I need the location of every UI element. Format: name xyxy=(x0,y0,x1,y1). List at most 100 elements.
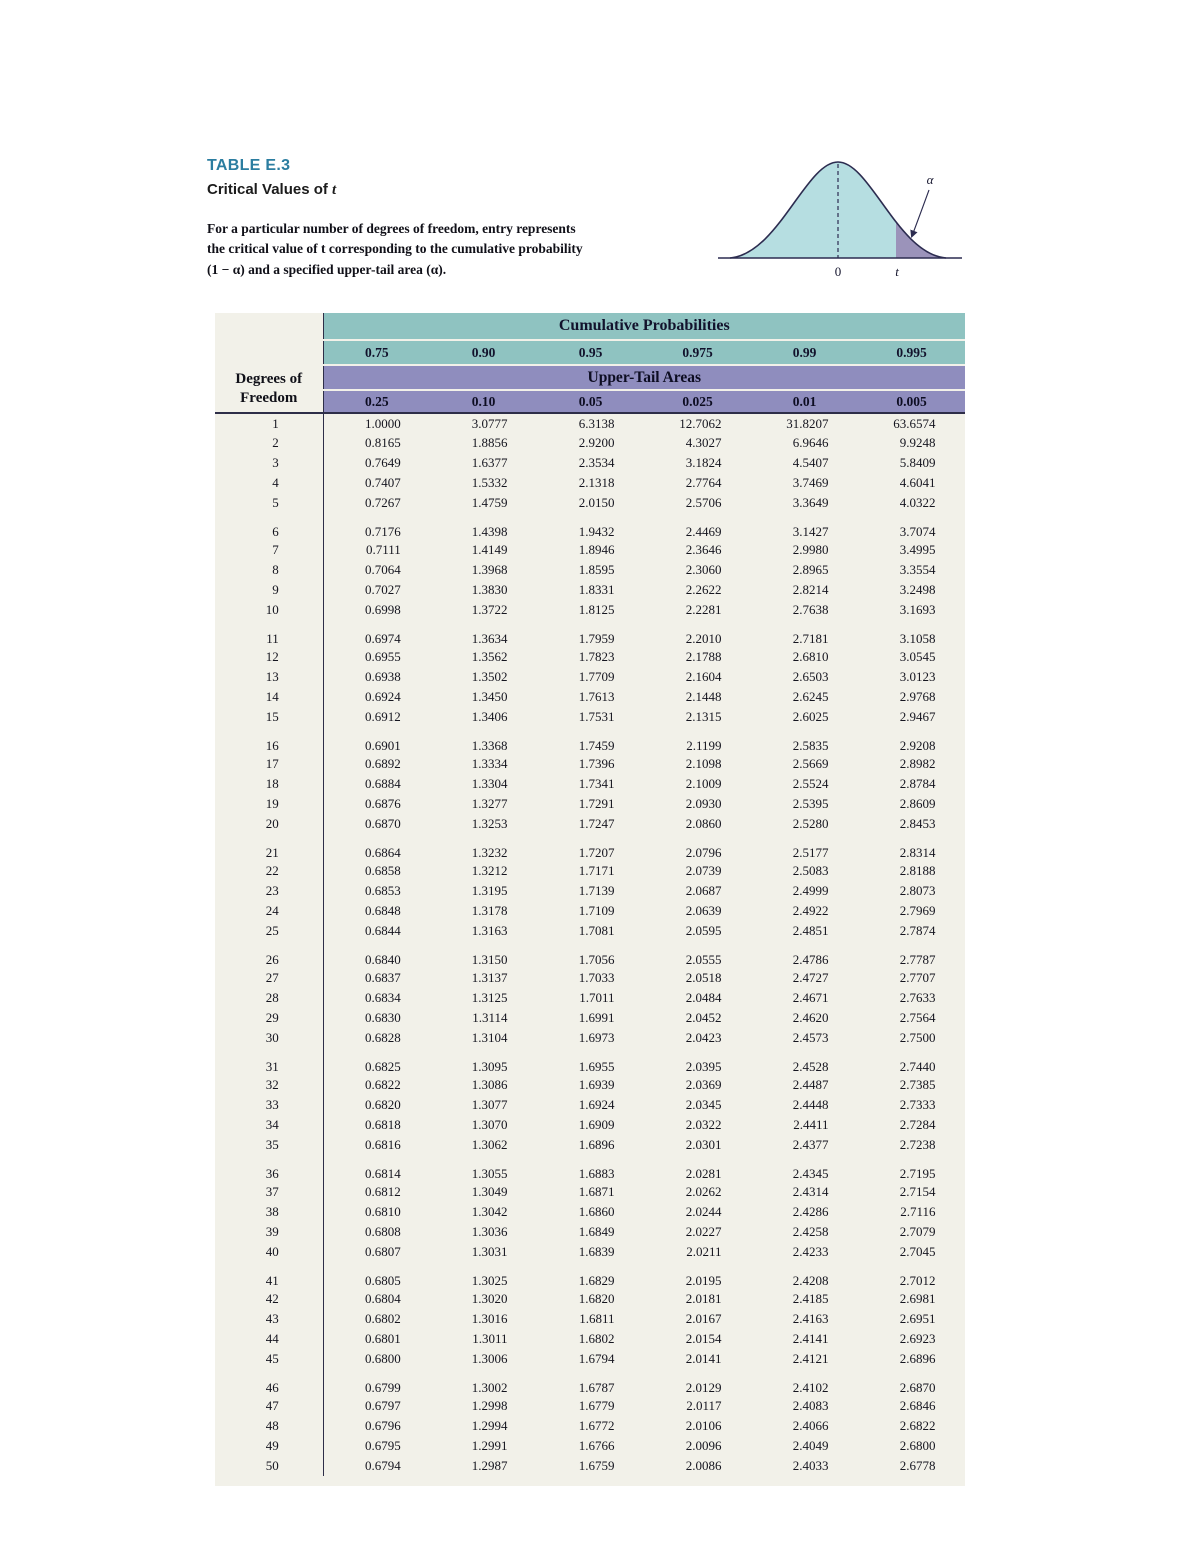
table-row: 9 0.7027 1.3830 1.8331 2.2622 2.8214 3.2498 xyxy=(215,580,965,600)
t-value-cell: 1.6829 xyxy=(578,1273,615,1288)
upper-tail-value-header: 0.05 xyxy=(537,390,644,414)
t-value-cell: 2.0739 xyxy=(685,863,722,878)
alpha-label: α xyxy=(927,172,935,187)
t-value-cell: 2.7116 xyxy=(900,1204,936,1219)
df-cell: 4 xyxy=(215,473,324,493)
t-value-cell: 0.6938 xyxy=(365,669,401,684)
df-cell: 20 xyxy=(215,814,324,834)
df-cell: 23 xyxy=(215,881,324,901)
table-row: 3 0.7649 1.6377 2.3534 3.1824 4.5407 5.8409 xyxy=(215,453,965,473)
upper-tail-areas-header: Upper-Tail Areas xyxy=(323,365,966,391)
t-value-cell: 0.6844 xyxy=(365,923,401,938)
table-row: 19 0.6876 1.3277 1.7291 2.0930 2.5395 2.8609 xyxy=(215,794,965,814)
t-value-cell: 1.3150 xyxy=(471,952,508,967)
upper-tail-value-header: 0.005 xyxy=(858,390,966,414)
cumulative-value-header: 0.99 xyxy=(751,340,858,366)
t-value-cell: 2.5083 xyxy=(792,863,829,878)
t-value-cell: 2.4999 xyxy=(792,883,829,898)
table-row: 33 0.6820 1.3077 1.6924 2.0345 2.4448 2.7333 xyxy=(215,1095,965,1115)
t-value-cell: 2.4314 xyxy=(792,1184,829,1199)
df-cell: 18 xyxy=(215,774,324,794)
cumulative-probabilities-header: Cumulative Probabilities xyxy=(323,313,966,341)
t-value-cell: 2.0195 xyxy=(685,1273,722,1288)
t-value-cell: 1.3406 xyxy=(471,709,508,724)
t-value-cell: 1.3114 xyxy=(472,1010,508,1025)
df-cell: 47 xyxy=(215,1396,324,1416)
t-value-cell: 2.1788 xyxy=(685,649,722,664)
table-row: 8 0.7064 1.3968 1.8595 2.3060 2.8965 3.3554 xyxy=(215,560,965,580)
t-value-cell: 1.3178 xyxy=(471,903,508,918)
t-value-cell: 2.4620 xyxy=(792,1010,829,1025)
table-row: 50 0.6794 1.2987 1.6759 2.0086 2.4033 2.6778 xyxy=(215,1456,965,1476)
t-value-cell: 1.3002 xyxy=(471,1380,508,1395)
t-value-cell: 1.3968 xyxy=(471,562,508,577)
t-value-cell: 1.7396 xyxy=(578,756,615,771)
t-value-cell: 2.2622 xyxy=(685,582,722,597)
table-row: 42 0.6804 1.3020 1.6820 2.0181 2.4185 2.6981 xyxy=(215,1289,965,1309)
t-value-cell: 2.0227 xyxy=(685,1224,722,1239)
t-value-cell: 2.0345 xyxy=(685,1097,722,1112)
t-value-cell: 1.6896 xyxy=(578,1137,615,1152)
table-row: 38 0.6810 1.3042 1.6860 2.0244 2.4286 2.7116 xyxy=(215,1202,965,1222)
df-cell: 37 xyxy=(215,1182,324,1202)
t-value-cell: 2.5835 xyxy=(792,738,829,753)
t-value-cell: 0.6795 xyxy=(365,1438,401,1453)
t-value-cell: 0.7176 xyxy=(365,524,401,539)
df-cell: 1 xyxy=(215,413,324,433)
t-value-cell: 2.8314 xyxy=(899,845,936,860)
t-value-cell: 1.3253 xyxy=(471,816,508,831)
t-value-cell: 0.6901 xyxy=(365,738,401,753)
t-value-cell: 1.7459 xyxy=(578,738,615,753)
t-value-cell: 1.3634 xyxy=(471,631,508,646)
t-value-cell: 0.6797 xyxy=(365,1398,401,1413)
t-value-cell: 1.7709 xyxy=(578,669,615,684)
t-value-cell: 3.3554 xyxy=(899,562,936,577)
table-row: 18 0.6884 1.3304 1.7341 2.1009 2.5524 2.8784 xyxy=(215,774,965,794)
t-value-cell: 2.2010 xyxy=(685,631,722,646)
t-value-cell: 2.0595 xyxy=(685,923,722,938)
t-value-cell: 2.4141 xyxy=(792,1331,829,1346)
t-value-cell: 2.1315 xyxy=(685,709,722,724)
t-value-cell: 1.8946 xyxy=(578,542,615,557)
t-value-cell: 1.8331 xyxy=(578,582,615,597)
t-value-cell: 1.3062 xyxy=(471,1137,508,1152)
t-value-cell: 1.6794 xyxy=(578,1351,615,1366)
t-value-cell: 2.6822 xyxy=(899,1418,936,1433)
t-value-cell: 1.6860 xyxy=(578,1204,615,1219)
t-value-cell: 1.3502 xyxy=(471,669,508,684)
t-value-cell: 2.4345 xyxy=(792,1166,829,1181)
t-value-cell: 1.6811 xyxy=(579,1311,615,1326)
table-row: 40 0.6807 1.3031 1.6839 2.0211 2.4233 2.7045 xyxy=(215,1242,965,1262)
description-line: (1 − α) and a specified upper-tail area … xyxy=(207,261,447,277)
t-value-cell: 1.3011 xyxy=(472,1331,508,1346)
upper-tail-value-header: 0.025 xyxy=(644,390,751,414)
t-value-cell: 2.7012 xyxy=(899,1273,936,1288)
cumulative-value-header: 0.995 xyxy=(858,340,966,366)
t-value-cell: 2.4208 xyxy=(792,1273,829,1288)
t-value-cell: 0.7649 xyxy=(365,455,401,470)
table-row: 12 0.6955 1.3562 1.7823 2.1788 2.6810 3.0545 xyxy=(215,647,965,667)
df-cell: 30 xyxy=(215,1028,324,1048)
df-cell: 11 xyxy=(215,620,324,647)
t-value-cell: 2.4258 xyxy=(792,1224,829,1239)
t-value-cell: 0.6808 xyxy=(365,1224,401,1239)
t-value-cell: 1.3722 xyxy=(471,602,508,617)
page-title-t: t xyxy=(332,182,337,198)
t-value-cell: 0.6858 xyxy=(365,863,401,878)
t-value-cell: 1.3016 xyxy=(471,1311,508,1326)
df-cell: 39 xyxy=(215,1222,324,1242)
t-value-cell: 2.0281 xyxy=(685,1166,722,1181)
t-value-cell: 12.7062 xyxy=(679,415,722,431)
t-value-cell: 1.3212 xyxy=(471,863,508,878)
t-value-cell: 2.8214 xyxy=(792,582,829,597)
t-value-cell: 2.7874 xyxy=(899,923,936,938)
df-cell: 17 xyxy=(215,754,324,774)
t-value-cell: 1.6377 xyxy=(471,455,508,470)
df-cell: 34 xyxy=(215,1115,324,1135)
t-value-cell: 2.8965 xyxy=(792,562,829,577)
df-cell: 9 xyxy=(215,580,324,600)
t-value-cell: 2.7638 xyxy=(792,602,829,617)
t-value-cell: 0.6974 xyxy=(365,631,401,646)
t-value-cell: 1.4759 xyxy=(471,495,508,510)
df-cell: 48 xyxy=(215,1416,324,1436)
